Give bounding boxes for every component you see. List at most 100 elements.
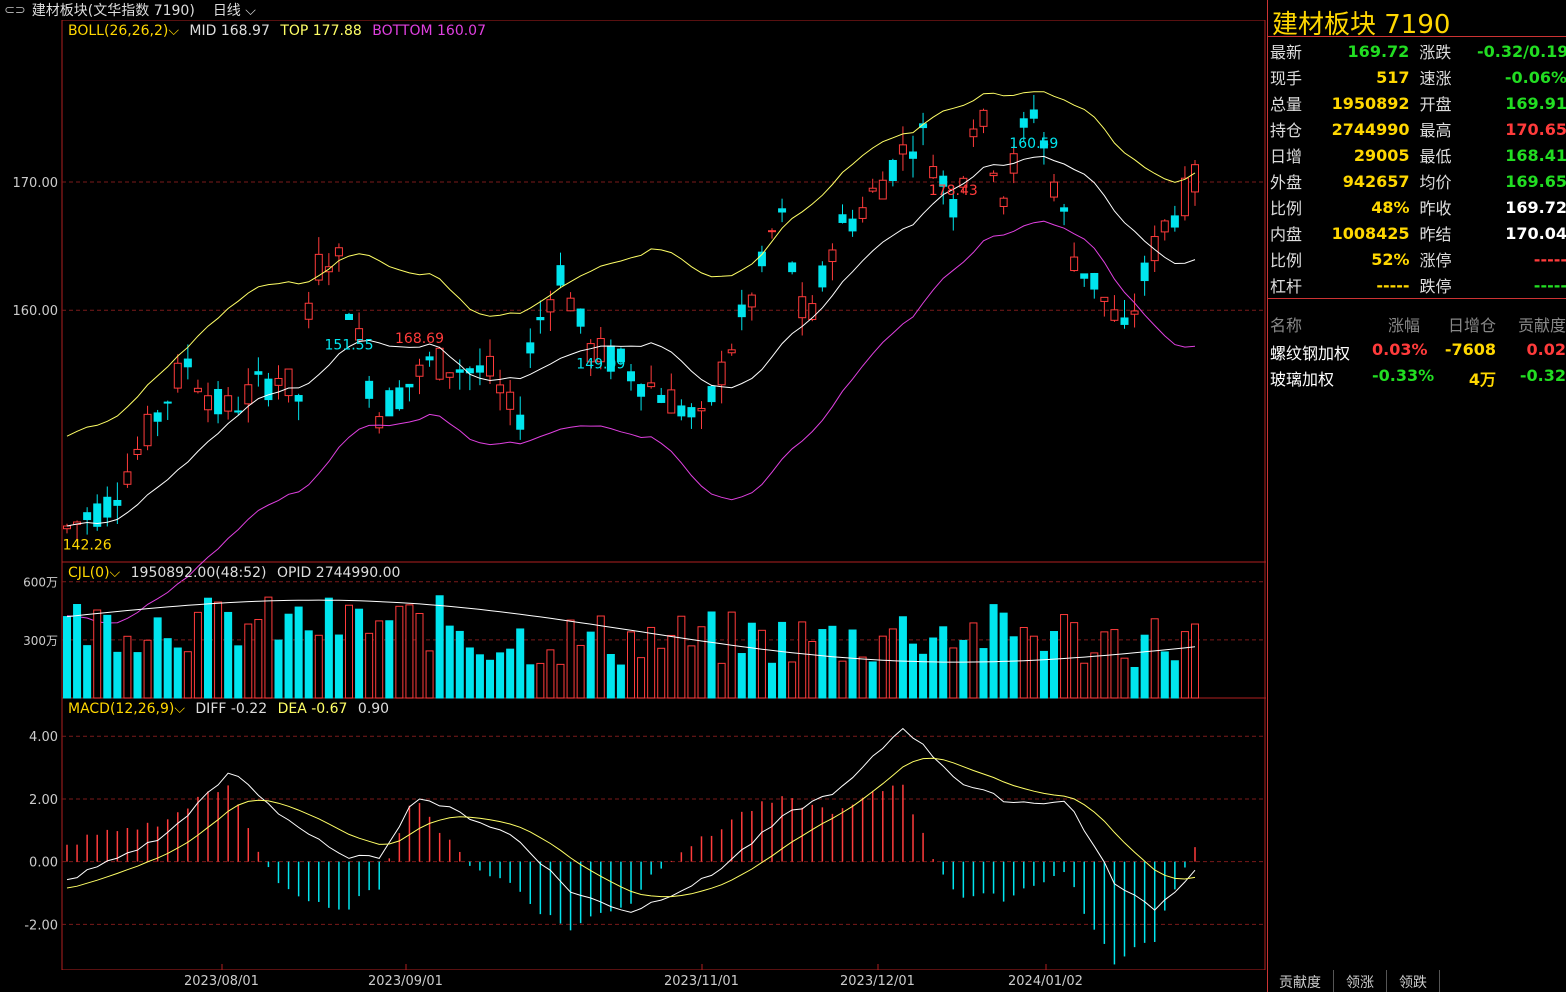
candle-body (123, 471, 132, 485)
candle-body (848, 218, 857, 232)
volume-bar (909, 643, 917, 699)
volume-bar (415, 612, 424, 699)
volume-bar (1130, 666, 1139, 699)
volume-bar (848, 629, 857, 699)
quote-row: 总量 1950892 开盘 169.91 (1268, 90, 1566, 116)
volume-bar (365, 632, 374, 699)
tab-领跌[interactable]: 领跌 (1387, 970, 1440, 992)
volume-bar (153, 617, 162, 699)
volume-bar (405, 604, 414, 699)
volume-bar (274, 639, 283, 699)
candle-body (788, 262, 797, 273)
volume-bar (637, 657, 646, 699)
contrib-row[interactable]: 玻璃加权 -0.33% 4万 -0.32 (1268, 366, 1566, 390)
volume-bar (1140, 634, 1149, 699)
quote-row: 日增 29005 最低 168.41 (1268, 142, 1566, 168)
quote-label: 均价 (1419, 173, 1452, 192)
volume-bar (888, 628, 897, 699)
volume-bar (264, 596, 273, 699)
quote-label: 比例 (1270, 199, 1303, 218)
candle-body (244, 384, 253, 405)
volume-bar (878, 635, 887, 699)
contrib-chg: 0.03% (1372, 340, 1428, 359)
candle-body (93, 503, 102, 527)
boll-mid: MID 168.97 (189, 23, 270, 39)
candle-body (637, 384, 646, 397)
chart-area[interactable]: 170.00 160.00 168.69 178.43 151.55 149.09 160.… (0, 19, 1266, 971)
volume-bar (123, 635, 132, 699)
boll-mid-line (66, 155, 1196, 527)
volume-bar (1050, 631, 1058, 699)
tab-领涨[interactable]: 领涨 (1334, 970, 1387, 992)
chevron-down-icon[interactable]: ⌵ (109, 565, 121, 581)
quote-value: 1950892 (1331, 93, 1410, 113)
volume-bar (133, 652, 142, 699)
volume-bar (1170, 660, 1179, 699)
volume-bar (455, 630, 464, 699)
candle-body (345, 313, 353, 320)
macd-name: MACD(12,26,9) (68, 701, 175, 717)
candle-body (878, 179, 887, 200)
quote-value: ----- (1533, 275, 1566, 295)
candle-body (1170, 215, 1179, 228)
volume-bar (465, 647, 474, 699)
tab-贡献度[interactable]: 贡献度 (1267, 970, 1334, 992)
candle-body (133, 448, 142, 455)
candle-body (1060, 207, 1069, 212)
kline-chart[interactable]: 170.00 160.00 168.69 178.43 151.55 149.09 160.… (0, 19, 1266, 971)
quote-label: 最高 (1419, 121, 1452, 140)
price-annotation: 160.59 (1009, 136, 1058, 152)
chart-frame-border (61, 19, 1266, 971)
macd-diff: DIFF -0.22 (195, 701, 268, 717)
quote-label: 昨结 (1419, 225, 1452, 244)
date-axis: 2023/08/01 2023/09/01 2023/11/01 2023/12/01… (0, 970, 1266, 992)
quote-label: 杠杆 (1270, 277, 1303, 296)
volume-bar (647, 626, 656, 699)
candle-body (1090, 272, 1099, 290)
candle-body (959, 177, 968, 188)
chevron-down-icon[interactable]: ⌵ (168, 23, 179, 39)
chevron-down-icon[interactable]: ⌵ (174, 701, 185, 717)
candle-body (294, 395, 303, 402)
candle-body (596, 338, 605, 363)
quote-value: 48% (1371, 197, 1410, 217)
contrib-oi: -7608 (1444, 340, 1496, 359)
volume-bar (1070, 622, 1079, 699)
candle-body (516, 414, 525, 430)
vol-opid: OPID 2744990.00 (276, 565, 401, 581)
volume-bar (294, 606, 303, 699)
quote-label: 昨收 (1419, 199, 1452, 218)
volume-bar (244, 623, 253, 699)
volume-bar (1090, 652, 1099, 699)
contrib-row[interactable]: 螺纹钢加权 0.03% -7608 0.02 (1268, 340, 1566, 364)
quote-row: 比例 52% 涨停 ----- (1268, 246, 1566, 272)
chevron-down-icon[interactable]: ⌵ (245, 3, 256, 19)
volume-bar (93, 609, 102, 699)
volume-bar (1180, 631, 1189, 699)
volume-bar (576, 644, 585, 699)
volume-bar (596, 615, 605, 699)
volume-bar (838, 660, 847, 699)
volume-bar (677, 615, 686, 699)
price-annotation: 178.43 (929, 183, 978, 199)
quote-label: 总量 (1270, 95, 1303, 114)
candle-body (868, 187, 877, 192)
link-icon[interactable]: ⊂⊃ (4, 2, 26, 18)
volume-bar (959, 639, 968, 699)
macd-axis-label: -2.00 (24, 918, 58, 933)
volume-bar (506, 648, 515, 699)
macd-value: 0.90 (357, 701, 390, 717)
volume-bar (1009, 636, 1018, 699)
candle-body (143, 413, 152, 447)
volume-bar (788, 661, 797, 699)
quote-value: 169.65 (1505, 171, 1566, 191)
candle-body (173, 362, 182, 389)
period-dropdown[interactable]: 日线 ⌵ (212, 3, 256, 19)
macd-axis-label: 2.00 (29, 793, 58, 808)
candle-body (183, 358, 192, 368)
volume-bar (627, 631, 635, 699)
volume-bar (1160, 651, 1169, 699)
macd-dea-line (66, 757, 1196, 898)
candle-body (405, 383, 414, 388)
quote-label: 最低 (1419, 147, 1452, 166)
